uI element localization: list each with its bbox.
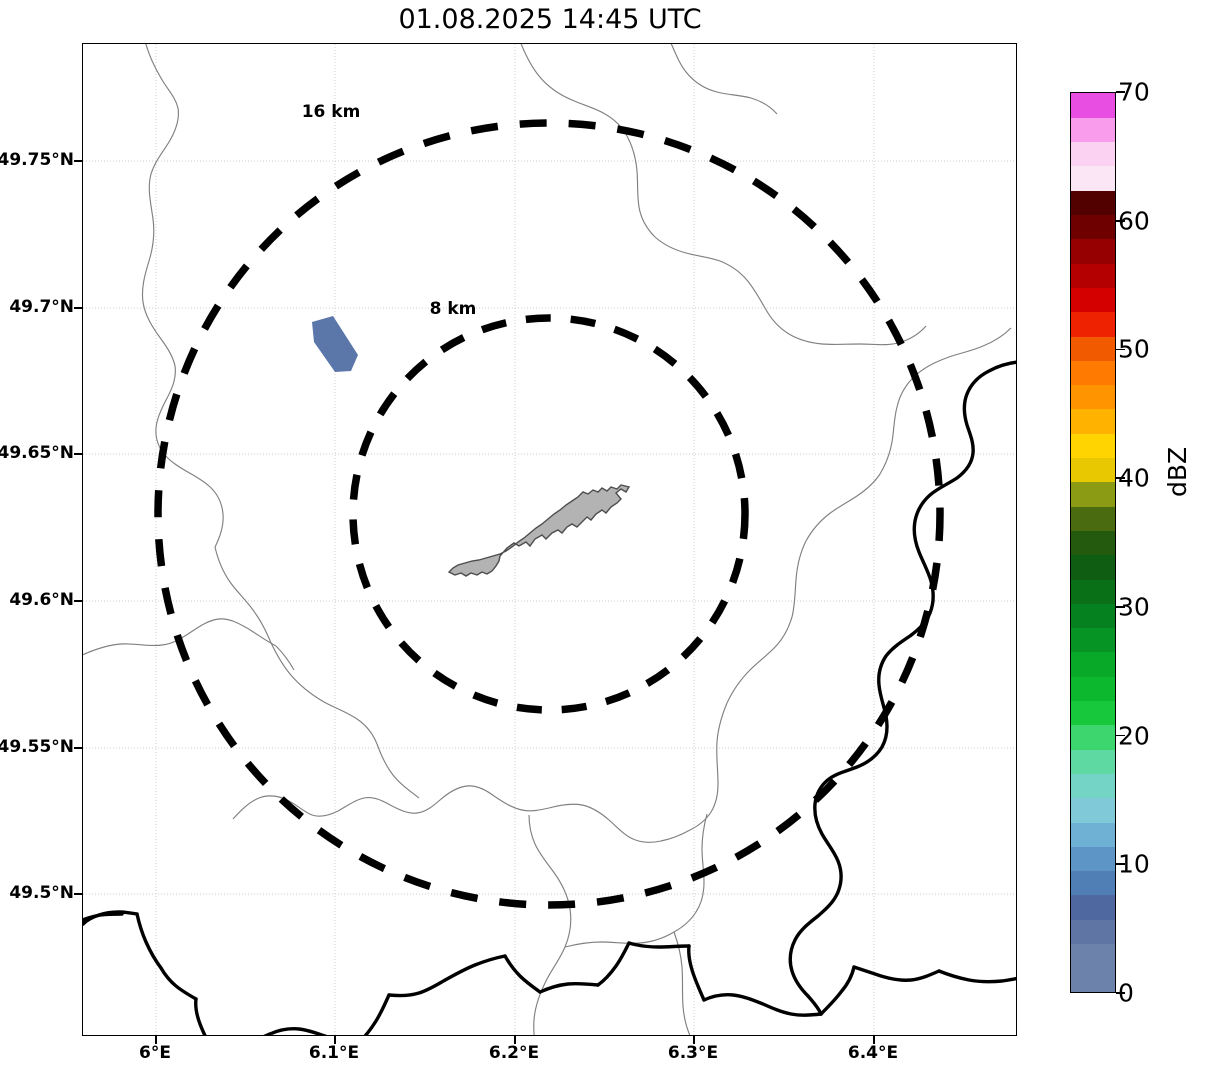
colorbar-band [1071, 603, 1115, 629]
colorbar-band [1071, 967, 1115, 992]
x-tick-label-2: 6.2°E [488, 1043, 540, 1063]
colorbar-band [1071, 117, 1115, 143]
colorbar-band [1071, 578, 1115, 604]
colorbar-band [1071, 724, 1115, 750]
colorbar-band [1071, 93, 1115, 118]
lake-polygon [447, 484, 631, 577]
y-tick-mark-4 [74, 747, 82, 749]
range-rings [154, 119, 944, 909]
y-tick-label-1: 49.7°N [9, 297, 74, 317]
colorbar-band [1071, 870, 1115, 896]
colorbar-band [1071, 238, 1115, 264]
colorbar-band [1071, 506, 1115, 531]
colorbar-axis-label: dBZ [1163, 446, 1192, 497]
colorbar-tick-mark [1116, 348, 1125, 351]
colorbar-band [1071, 943, 1115, 969]
colorbar-tick-mark [1116, 606, 1125, 608]
colorbar-band [1071, 919, 1115, 944]
gridlines [83, 44, 1016, 1035]
y-tick-label-5: 49.5°N [9, 883, 74, 903]
colorbar-band [1071, 530, 1115, 556]
colorbar-band [1071, 214, 1115, 240]
x-tick-label-1: 6.1°E [308, 1043, 360, 1063]
range-ring-16km [154, 119, 944, 909]
colorbar-band [1071, 165, 1115, 191]
colorbar-tick-mark [1116, 477, 1125, 479]
radar-echo-cell [312, 316, 358, 372]
colorbar-band [1071, 700, 1115, 726]
colorbar-band [1071, 360, 1115, 386]
map-canvas [83, 44, 1016, 1035]
colorbar-tick-mark [1116, 863, 1125, 866]
x-tick-mark-4 [873, 1036, 875, 1044]
colorbar-band [1071, 797, 1115, 823]
colorbar-band [1071, 651, 1115, 677]
admin-boundaries-thin [83, 44, 1012, 1035]
colorbar-band [1071, 821, 1115, 847]
colorbar-band [1071, 773, 1115, 799]
colorbar-band [1071, 190, 1115, 216]
colorbar[interactable] [1070, 92, 1116, 993]
x-tick-label-3: 6.3°E [667, 1043, 719, 1063]
colorbar-band [1071, 287, 1115, 313]
colorbar-band [1071, 433, 1115, 459]
range-ring-label-16km: 16 km [301, 102, 361, 122]
colorbar-band [1071, 554, 1115, 580]
colorbar-band [1071, 408, 1115, 434]
colorbar-band [1071, 263, 1115, 288]
colorbar-band [1071, 141, 1115, 167]
page-title: 01.08.2025 14:45 UTC [398, 4, 702, 35]
colorbar-band [1071, 384, 1115, 410]
colorbar-band [1071, 846, 1115, 872]
national-border [83, 360, 1016, 1035]
x-tick-label-4: 6.4°E [847, 1043, 899, 1063]
x-tick-mark-3 [693, 1036, 695, 1044]
y-tick-mark-5 [74, 893, 82, 895]
x-tick-mark-0 [155, 1036, 157, 1044]
y-tick-mark-2 [74, 453, 82, 455]
colorbar-band [1071, 481, 1115, 507]
y-tick-label-2: 49.65°N [0, 443, 74, 463]
colorbar-band [1071, 311, 1115, 337]
colorbar-tick-label: 0 [1118, 978, 1134, 1008]
colorbar-tick-mark [1116, 91, 1125, 93]
y-tick-mark-0 [74, 160, 82, 162]
x-tick-label-0: 6°E [139, 1043, 171, 1063]
y-tick-label-4: 49.55°N [0, 737, 74, 757]
colorbar-band [1071, 676, 1115, 702]
colorbar-tick-mark [1116, 992, 1125, 994]
colorbar-band [1071, 457, 1115, 483]
colorbar-tick-mark [1116, 734, 1125, 737]
colorbar-band [1071, 335, 1115, 361]
map-plot-area[interactable]: 16 km 8 km [82, 43, 1017, 1036]
y-tick-label-3: 49.6°N [9, 590, 74, 610]
colorbar-band [1071, 894, 1115, 920]
range-ring-8km [349, 314, 749, 714]
y-tick-mark-3 [74, 600, 82, 602]
colorbar-tick-mark [1116, 219, 1125, 222]
y-tick-label-0: 49.75°N [0, 150, 74, 170]
y-tick-mark-1 [74, 307, 82, 309]
range-ring-label-8km: 8 km [429, 299, 477, 319]
colorbar-band [1071, 749, 1115, 774]
colorbar-band [1071, 627, 1115, 653]
x-tick-mark-1 [334, 1036, 336, 1044]
x-tick-mark-2 [514, 1036, 516, 1044]
